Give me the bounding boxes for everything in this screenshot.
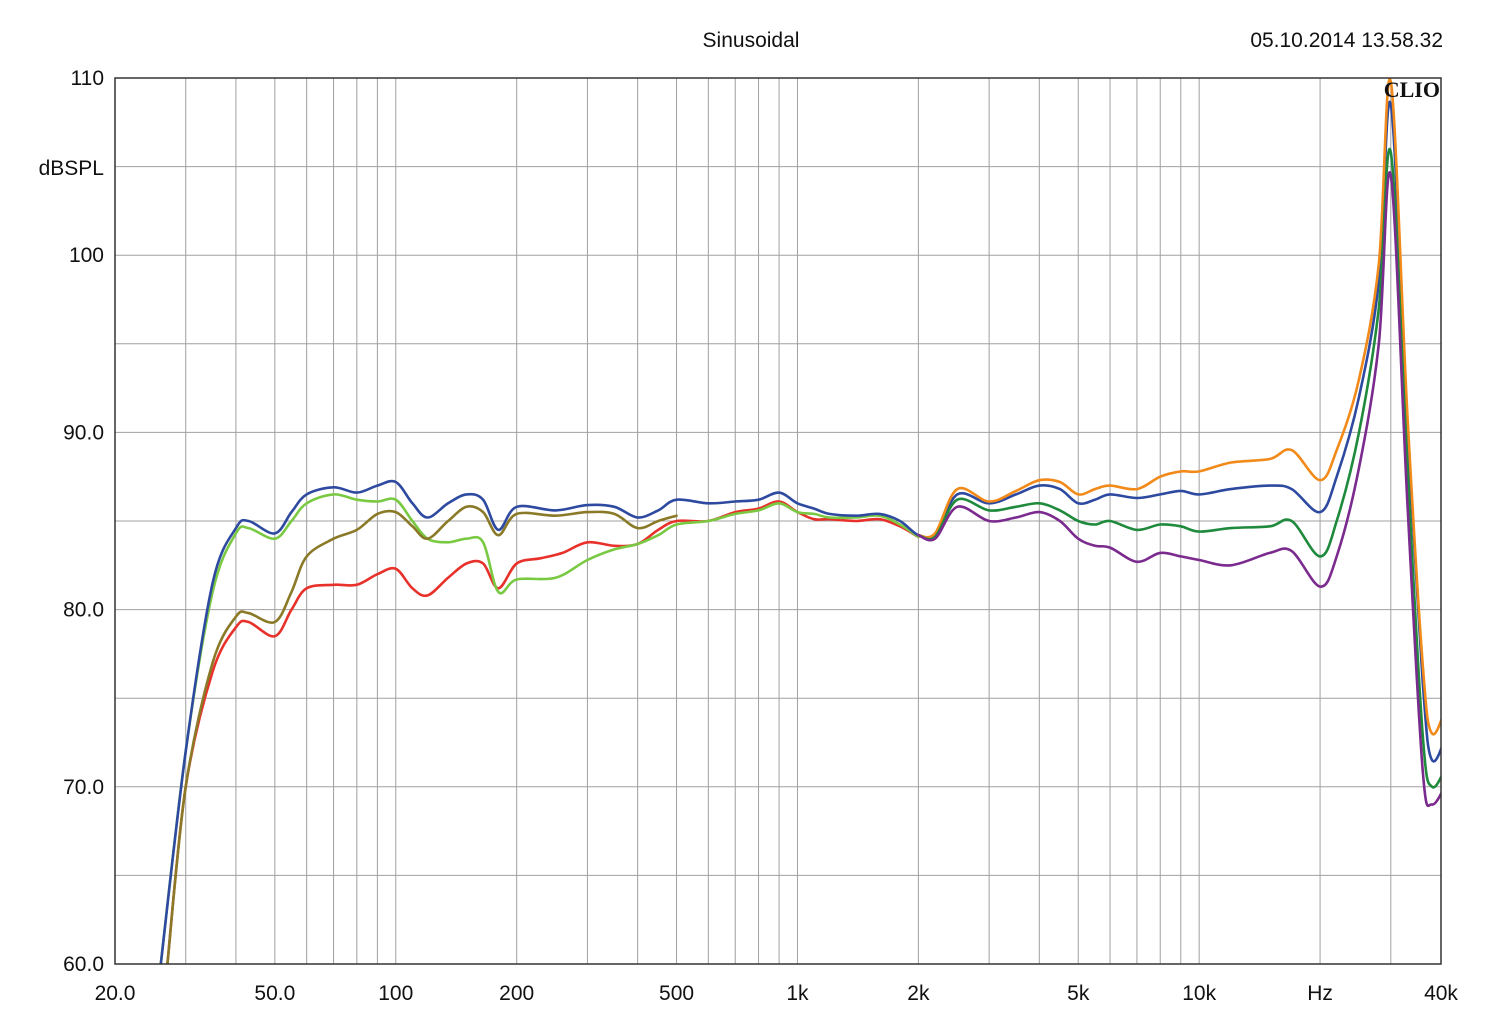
x-tick-label: 1k	[786, 982, 809, 1005]
x-tick-label: 10k	[1182, 982, 1216, 1005]
y-tick-label: 60.0	[63, 953, 104, 976]
y-tick-label: 70.0	[63, 776, 104, 799]
x-tick-label: 5k	[1067, 982, 1090, 1005]
x-tick-label: 20.0	[95, 982, 136, 1005]
series-line-6	[917, 147, 1441, 789]
x-tick-labels: 20.0 50.0 100 200 500 1k 2k 5k 10k Hz 40k	[95, 982, 1459, 1005]
series-layer	[159, 78, 1441, 964]
series-line-5	[917, 78, 1441, 736]
x-tick-label: 500	[659, 982, 694, 1005]
clio-logo: CLIO	[1384, 77, 1440, 102]
y-tick-label: 90.0	[63, 421, 104, 444]
y-tick-labels: 110 100 90.0 80.0 70.0 60.0	[63, 67, 104, 976]
x-tick-label: Hz	[1307, 982, 1333, 1005]
y-tick-label: 100	[69, 244, 104, 267]
series-line-4	[159, 100, 1441, 964]
y-tick-label: 80.0	[63, 599, 104, 622]
chart-title: Sinusoidal	[703, 29, 800, 52]
y-tick-label: 110	[71, 67, 104, 90]
series-line-3	[166, 505, 678, 964]
plot-frame	[114, 77, 1442, 965]
series-line-7	[917, 171, 1441, 808]
x-tick-label: 100	[378, 982, 413, 1005]
x-tick-label: 40k	[1424, 982, 1458, 1005]
y-axis-unit-label: dBSPL	[39, 157, 104, 180]
x-tick-label: 2k	[907, 982, 930, 1005]
series-group	[159, 78, 1441, 964]
x-tick-label: 200	[499, 982, 534, 1005]
timestamp: 05.10.2014 13.58.32	[1250, 29, 1443, 52]
x-tick-label: 50.0	[254, 982, 295, 1005]
series-line-2	[159, 493, 920, 964]
